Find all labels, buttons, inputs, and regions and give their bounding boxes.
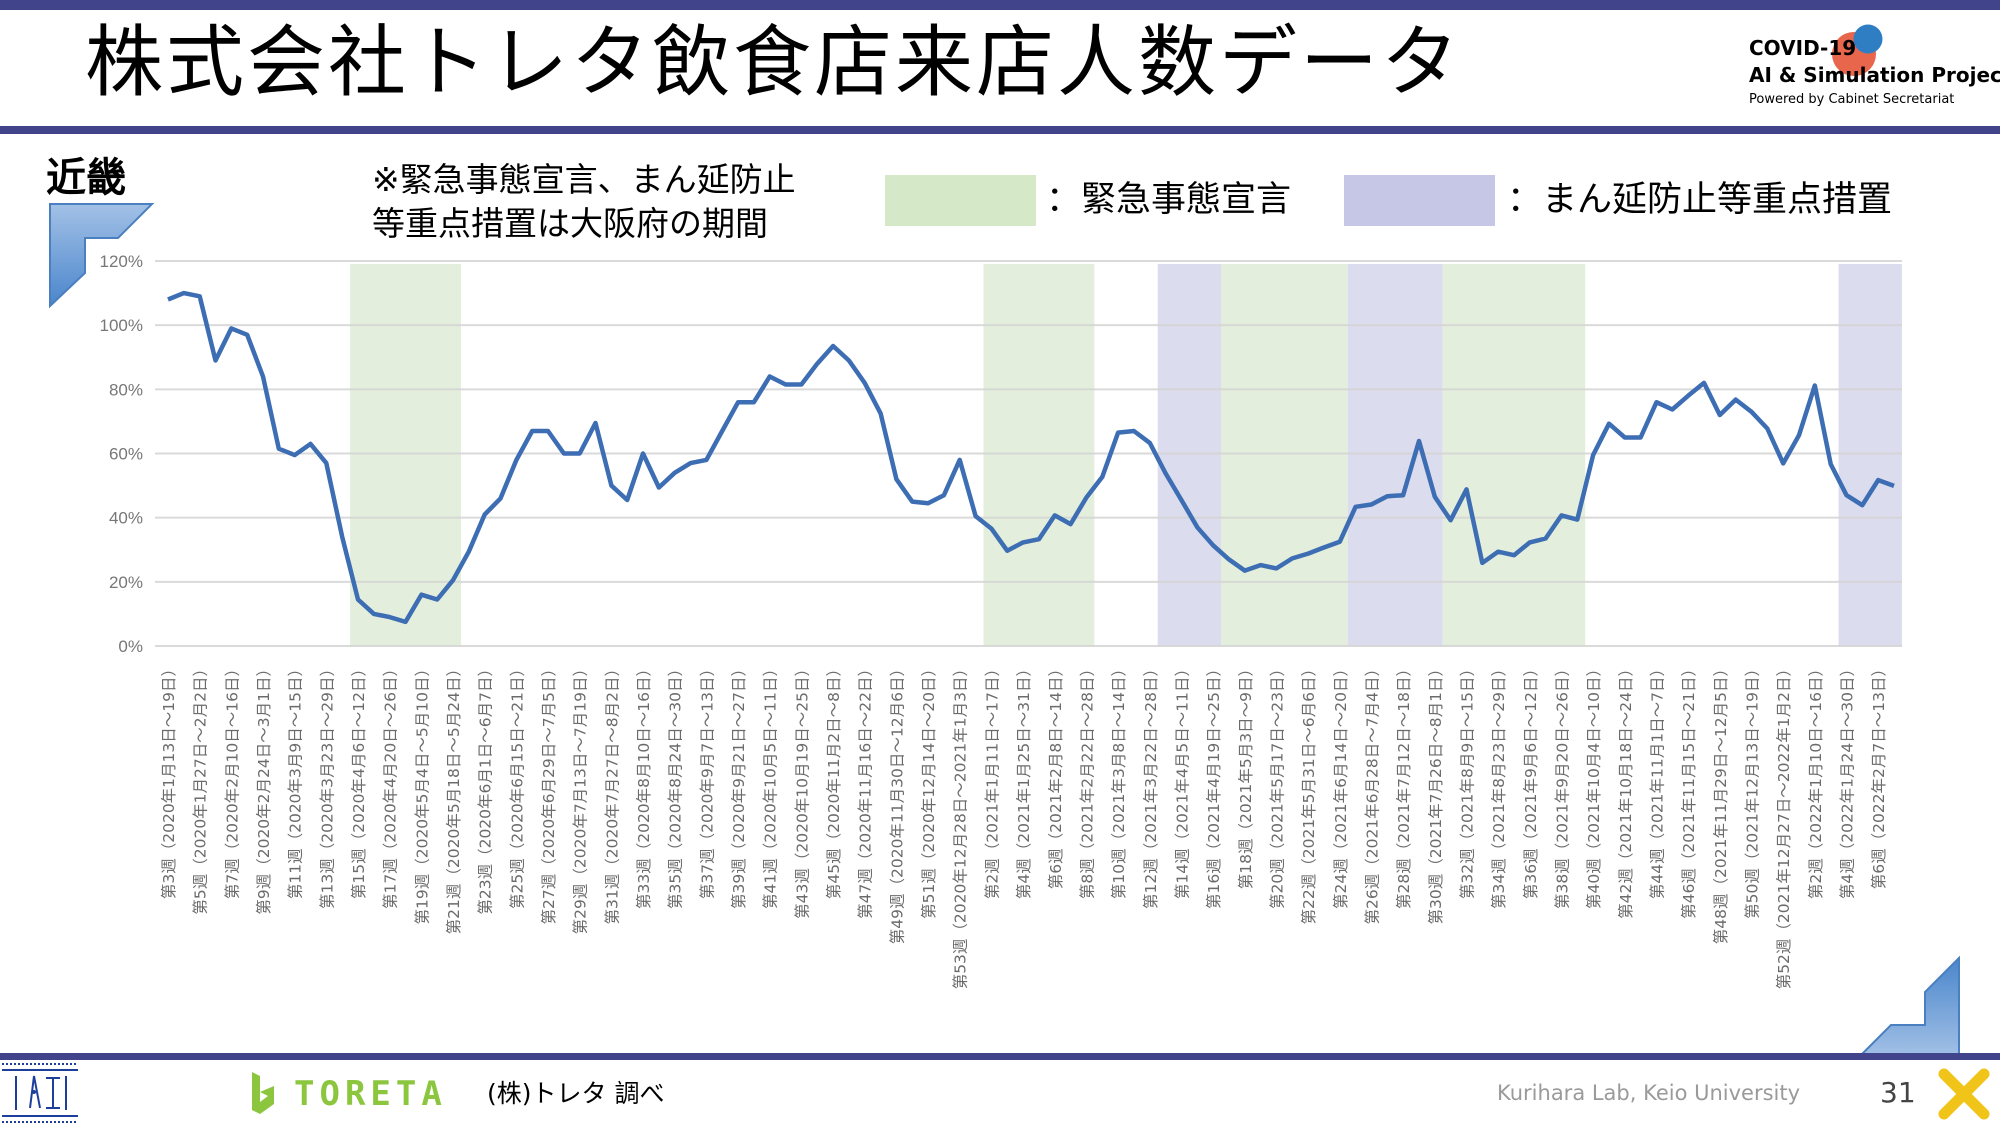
toreta-chair-icon (252, 1072, 274, 1114)
x-tick-label: 第16週（2021年4月19日～25日） (1205, 661, 1223, 909)
crossed-pens-logo-icon (1938, 1068, 1990, 1120)
legend-label-emergency: ：緊急事態宣言 (1046, 180, 1292, 220)
y-tick-label: 20% (109, 573, 143, 592)
logo-line-1: COVID-19 (1749, 36, 1857, 60)
x-tick-label: 第28週（2021年7月12日～18日） (1395, 661, 1413, 909)
x-tick-label: 第46週（2021年11月15日～21日） (1680, 661, 1698, 919)
title-underline-bar (0, 126, 2000, 134)
x-tick-label: 第42週（2021年10月18日～24日） (1617, 661, 1635, 919)
lab-credit: Kurihara Lab, Keio University (1497, 1081, 1801, 1105)
x-tick-label: 第22週（2021年5月31日～6月6日） (1300, 661, 1318, 924)
page-title: 株式会社トレタ飲食店来店人数データ (85, 18, 1463, 108)
x-tick-label: 第10週（2021年3月8日～14日） (1110, 661, 1128, 899)
x-tick-label: 第2週（2022年1月10日～16日） (1807, 661, 1825, 899)
band-priority (1347, 264, 1443, 646)
x-tick-label: 第39週（2020年9月21日～27日） (730, 661, 748, 909)
x-tick-label: 第29週（2020年7月13日～7月19日） (572, 661, 590, 934)
x-tick-label: 第47週（2020年11月16日～22日） (857, 661, 875, 919)
x-tick-label: 第6週（2022年2月7日～13日） (1870, 661, 1888, 889)
x-tick-label: 第36週（2021年9月6日～12日） (1522, 661, 1540, 899)
x-tick-label: 第49週（2020年11月30日～12月6日） (888, 661, 906, 944)
x-tick-label: 第20週（2021年5月17日～23日） (1268, 661, 1286, 909)
x-tick-label: 第14週（2021年4月5日～11日） (1173, 661, 1191, 899)
y-tick-label: 0% (118, 637, 143, 656)
university-logo-icon (2, 1063, 78, 1123)
legend-swatch-emergency (885, 175, 1036, 226)
x-tick-label: 第33週（2020年8月10日～16日） (635, 661, 653, 909)
x-tick-label: 第21週（2020年5月18日～5月24日） (445, 661, 463, 934)
x-tick-label: 第30週（2021年7月26日～8月1日） (1427, 661, 1445, 924)
x-tick-label: 第37週（2020年9月7日～13日） (698, 661, 716, 899)
x-tick-label: 第43週（2020年10月19日～25日） (793, 661, 811, 919)
x-tick-label: 第6週（2021年2月8日～14日） (1047, 661, 1065, 889)
x-tick-label: 第17週（2020年4月20日～26日） (382, 661, 400, 909)
x-tick-label: 第44週（2021年11月1日～7日） (1648, 661, 1666, 899)
x-tick-label: 第34週（2021年8月23日～29日） (1490, 661, 1508, 909)
x-tick-label: 第5週（2020年1月27日～2月2日） (192, 661, 210, 915)
x-tick-label: 第48週（2021年11月29日～12月5日） (1712, 661, 1730, 944)
corner-decoration-bottom-right (1855, 955, 1960, 1059)
x-tick-label: 第12週（2021年3月22日～28日） (1142, 661, 1160, 909)
x-tick-label: 第2週（2021年1月11日～17日） (983, 661, 1001, 899)
x-tick-label: 第3週（2020年1月13日～19日） (160, 661, 178, 899)
y-tick-label: 40% (109, 509, 143, 528)
page-number: 31 (1880, 1076, 1916, 1109)
band-emergency (1442, 264, 1586, 646)
top-bar (0, 0, 2000, 10)
x-tick-label: 第4週（2022年1月24日～30日） (1838, 661, 1856, 899)
x-tick-label: 第15週（2020年4月6日～12日） (350, 661, 368, 899)
x-tick-label: 第40週（2021年10月4日～10日） (1585, 661, 1603, 909)
band-emergency (1221, 264, 1348, 646)
y-tick-label: 80% (109, 380, 143, 399)
data-source: (株)トレタ 調べ (487, 1079, 665, 1108)
y-tick-label: 120% (100, 252, 143, 271)
x-tick-label: 第53週（2020年12月28日～2021年1月3日） (952, 661, 970, 989)
legend-label-priority: ：まん延防止等重点措置 (1507, 180, 1893, 220)
x-tick-label: 第45週（2020年11月2日～8日） (825, 661, 843, 899)
legend-swatch-priority (1344, 175, 1495, 226)
band-priority (1157, 264, 1222, 646)
x-tick-label: 第32週（2021年8月9日～15日） (1458, 661, 1476, 899)
x-tick-label: 第38週（2021年9月20日～26日） (1553, 661, 1571, 909)
note-line-2: 等重点措置は大阪府の期間 (372, 204, 768, 243)
x-tick-label: 第41週（2020年10月5日～11日） (762, 661, 780, 909)
x-tick-label: 第19週（2020年5月4日～5月10日） (413, 661, 431, 924)
x-tick-label: 第9週（2020年2月24日～3月1日） (255, 661, 273, 915)
corner-decoration-top-left (49, 203, 155, 309)
x-tick-label: 第26週（2021年6月28日～7月4日） (1363, 661, 1381, 924)
x-tick-label: 第25週（2020年6月15日～21日） (508, 661, 526, 909)
x-tick-label: 第51週（2020年12月14日～20日） (920, 661, 938, 919)
band-priority (1838, 264, 1902, 646)
x-tick-label: 第13週（2020年3月23日～29日） (318, 661, 336, 909)
period-note: ※緊急事態宣言、まん延防止 等重点措置は大阪府の期間 (372, 158, 796, 246)
y-tick-label: 100% (100, 316, 143, 335)
logo-line-3: Powered by Cabinet Secretariat (1749, 92, 1955, 107)
x-tick-label: 第11週（2020年3月9日～15日） (287, 661, 305, 899)
x-tick-label: 第27週（2020年6月29日～7月5日） (540, 661, 558, 924)
footer-bar (0, 1053, 2000, 1060)
x-tick-label: 第23週（2020年6月1日～6月7日） (477, 661, 495, 915)
toreta-logo: TORETA (294, 1074, 447, 1114)
logo-line-2: AI & Simulation Project (1749, 63, 2000, 87)
logo-circles-icon (1832, 24, 1883, 76)
x-tick-label: 第24週（2021年6月14日～20日） (1332, 661, 1350, 909)
band-emergency (983, 264, 1095, 646)
region-label: 近畿 (46, 155, 126, 201)
x-tick-label: 第31週（2020年7月27日～8月2日） (603, 661, 621, 924)
x-tick-label: 第4週（2021年1月25日～31日） (1015, 661, 1033, 899)
x-tick-label: 第50週（2021年12月13日～19日） (1743, 661, 1761, 919)
x-tick-label: 第18週（2021年5月3日～9日） (1237, 661, 1255, 889)
note-line-1: ※緊急事態宣言、まん延防止 (372, 160, 796, 199)
x-tick-label: 第35週（2020年8月24日～30日） (667, 661, 685, 909)
x-tick-label: 第7週（2020年2月10日～16日） (223, 661, 241, 899)
x-tick-label: 第8週（2021年2月22日～28日） (1078, 661, 1096, 899)
series-line-visitors (167, 290, 1895, 625)
y-tick-label: 60% (109, 445, 143, 464)
x-tick-label: 第52週（2021年12月27日～2022年1月2日） (1775, 661, 1793, 989)
